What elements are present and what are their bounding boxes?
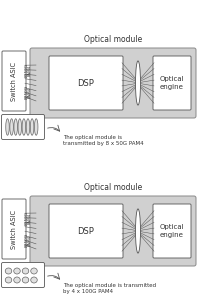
Text: Switch ASIC: Switch ASIC: [11, 209, 17, 249]
Text: 8X50G: 8X50G: [25, 233, 29, 247]
Text: DSP: DSP: [78, 79, 94, 88]
Ellipse shape: [14, 277, 20, 283]
Text: Optical
engine: Optical engine: [160, 224, 184, 238]
Text: The optical module is transmitted
by 4 x 100G PAM4: The optical module is transmitted by 4 x…: [63, 283, 156, 294]
Ellipse shape: [22, 119, 26, 135]
FancyBboxPatch shape: [30, 196, 196, 266]
FancyBboxPatch shape: [2, 199, 26, 259]
Ellipse shape: [135, 61, 141, 105]
FancyBboxPatch shape: [1, 115, 44, 140]
Ellipse shape: [34, 119, 38, 135]
Text: 8X50G: 8X50G: [25, 63, 29, 77]
Ellipse shape: [10, 119, 13, 135]
Text: Optical module: Optical module: [84, 35, 142, 44]
Text: Optical
engine: Optical engine: [160, 76, 184, 90]
FancyBboxPatch shape: [153, 56, 191, 110]
Text: 8X50G: 8X50G: [25, 85, 29, 99]
Ellipse shape: [31, 268, 37, 274]
Text: 8X50G: 8X50G: [25, 211, 29, 225]
Ellipse shape: [6, 119, 9, 135]
Ellipse shape: [18, 119, 22, 135]
Text: PAM4: PAM4: [28, 86, 32, 98]
Ellipse shape: [31, 277, 37, 283]
FancyBboxPatch shape: [30, 48, 196, 118]
Text: PAM4: PAM4: [28, 64, 32, 76]
FancyBboxPatch shape: [153, 204, 191, 258]
Text: DSP: DSP: [78, 226, 94, 236]
Ellipse shape: [22, 277, 29, 283]
Ellipse shape: [26, 119, 30, 135]
FancyBboxPatch shape: [49, 204, 123, 258]
FancyBboxPatch shape: [49, 56, 123, 110]
Ellipse shape: [14, 268, 20, 274]
Ellipse shape: [14, 119, 18, 135]
Ellipse shape: [5, 268, 12, 274]
Text: The optical module is
transmitted by 8 x 50G PAM4: The optical module is transmitted by 8 x…: [63, 135, 144, 146]
Text: Switch ASIC: Switch ASIC: [11, 61, 17, 100]
FancyBboxPatch shape: [1, 262, 44, 287]
Ellipse shape: [30, 119, 34, 135]
Text: Optical module: Optical module: [84, 183, 142, 192]
Text: PAM4: PAM4: [28, 212, 32, 224]
Text: PAM4: PAM4: [28, 234, 32, 246]
FancyBboxPatch shape: [2, 51, 26, 111]
Ellipse shape: [135, 209, 141, 253]
Ellipse shape: [5, 277, 12, 283]
Ellipse shape: [22, 268, 29, 274]
